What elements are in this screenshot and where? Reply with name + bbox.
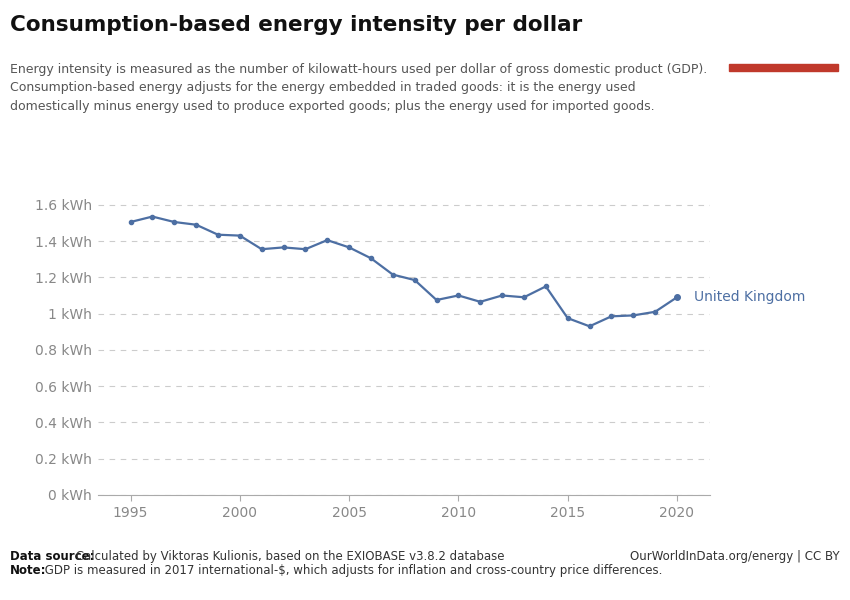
- Text: Note:: Note:: [10, 564, 47, 577]
- Text: Data source:: Data source:: [10, 550, 94, 563]
- Text: GDP is measured in 2017 international-$, which adjusts for inflation and cross-c: GDP is measured in 2017 international-$,…: [41, 564, 662, 577]
- Text: OurWorldInData.org/energy | CC BY: OurWorldInData.org/energy | CC BY: [630, 550, 840, 563]
- Text: United Kingdom: United Kingdom: [694, 290, 806, 304]
- Text: Our World
in Data: Our World in Data: [748, 20, 819, 50]
- Text: Consumption-based energy intensity per dollar: Consumption-based energy intensity per d…: [10, 15, 582, 35]
- Text: Calculated by Viktoras Kulionis, based on the EXIOBASE v3.8.2 database: Calculated by Viktoras Kulionis, based o…: [72, 550, 505, 563]
- Text: Energy intensity is measured as the number of kilowatt-hours used per dollar of : Energy intensity is measured as the numb…: [10, 63, 707, 113]
- Bar: [729, 64, 838, 71]
